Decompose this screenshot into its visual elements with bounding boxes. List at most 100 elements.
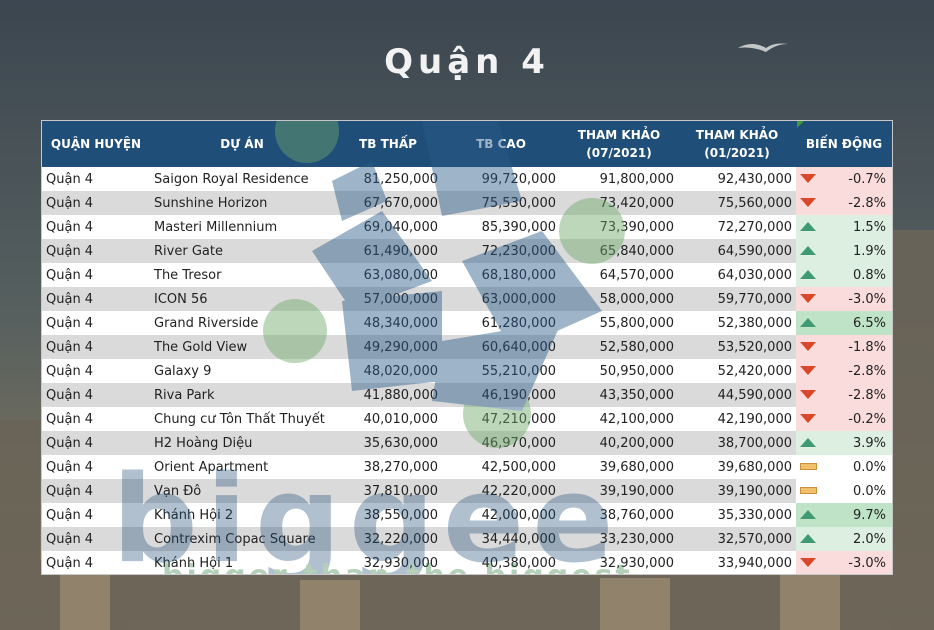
change-value: -3.0%	[848, 555, 886, 571]
table-row: Quận 4 Khánh Hội 1 32,930,000 40,380,000 32,…	[42, 551, 892, 574]
up-arrow-icon	[800, 318, 816, 327]
table-header-row: QUẬN HUYỆN DỰ ÁN TB THẤP TB CAO THAM KHẢ…	[42, 121, 892, 167]
district-cell: Quận 4	[42, 479, 150, 503]
change-value: 1.9%	[852, 243, 886, 259]
change-cell: 0.8%	[796, 263, 892, 287]
district-cell: Quận 4	[42, 503, 150, 527]
table-row: Quận 4 Chung cư Tôn Thất Thuyết 40,010,000…	[42, 407, 892, 431]
high-price-cell: 42,220,000	[442, 479, 560, 503]
ref-072021-cell: 40,200,000	[560, 431, 678, 455]
high-price-cell: 63,000,000	[442, 287, 560, 311]
low-price-cell: 40,010,000	[334, 407, 442, 431]
ref-072021-cell: 39,680,000	[560, 455, 678, 479]
header-ref-012021: THAM KHẢO (01/2021)	[678, 121, 796, 167]
high-price-cell: 61,280,000	[442, 311, 560, 335]
change-cell: -0.7%	[796, 167, 892, 191]
change-cell: 2.0%	[796, 527, 892, 551]
table-row: Quận 4 Khánh Hội 2 38,550,000 42,000,000 38,…	[42, 503, 892, 527]
ref-012021-cell: 42,190,000	[678, 407, 796, 431]
table-row: Quận 4 Contrexim Copac Square 32,220,000 34…	[42, 527, 892, 551]
up-arrow-icon	[800, 510, 816, 519]
project-cell: Grand Riverside	[150, 311, 334, 335]
high-price-cell: 68,180,000	[442, 263, 560, 287]
change-value: -0.7%	[848, 171, 886, 187]
table-row: Quận 4 Riva Park 41,880,000 46,190,000 43,35…	[42, 383, 892, 407]
change-cell: 1.9%	[796, 239, 892, 263]
low-price-cell: 63,080,000	[334, 263, 442, 287]
district-cell: Quận 4	[42, 287, 150, 311]
change-value: -2.8%	[848, 363, 886, 379]
project-cell: Masteri Millennium	[150, 215, 334, 239]
down-arrow-icon	[800, 414, 816, 423]
down-arrow-icon	[800, 294, 816, 303]
ref-012021-cell: 59,770,000	[678, 287, 796, 311]
ref-072021-cell: 73,390,000	[560, 215, 678, 239]
district-cell: Quận 4	[42, 167, 150, 191]
high-price-cell: 42,500,000	[442, 455, 560, 479]
low-price-cell: 38,270,000	[334, 455, 442, 479]
ref-072021-cell: 50,950,000	[560, 359, 678, 383]
low-price-cell: 41,880,000	[334, 383, 442, 407]
ref-072021-cell: 52,580,000	[560, 335, 678, 359]
high-price-cell: 40,380,000	[442, 551, 560, 574]
change-value: -0.2%	[848, 411, 886, 427]
project-cell: Sunshine Horizon	[150, 191, 334, 215]
district-cell: Quận 4	[42, 551, 150, 574]
ref-072021-cell: 42,100,000	[560, 407, 678, 431]
project-cell: The Tresor	[150, 263, 334, 287]
change-cell: 0.0%	[796, 455, 892, 479]
low-price-cell: 32,930,000	[334, 551, 442, 574]
low-price-cell: 67,670,000	[334, 191, 442, 215]
district-cell: Quận 4	[42, 239, 150, 263]
district-cell: Quận 4	[42, 215, 150, 239]
ref-012021-cell: 35,330,000	[678, 503, 796, 527]
ref-012021-cell: 92,430,000	[678, 167, 796, 191]
high-price-cell: 75,530,000	[442, 191, 560, 215]
table-row: Quận 4 Sunshine Horizon 67,670,000 75,530,0…	[42, 191, 892, 215]
project-cell: The Gold View	[150, 335, 334, 359]
table-row: Quận 4 Saigon Royal Residence 81,250,000 99…	[42, 167, 892, 191]
ref-012021-cell: 64,030,000	[678, 263, 796, 287]
high-price-cell: 42,000,000	[442, 503, 560, 527]
change-value: 2.0%	[852, 531, 886, 547]
ref-012021-cell: 33,940,000	[678, 551, 796, 574]
down-arrow-icon	[800, 366, 816, 375]
ref-072021-cell: 91,800,000	[560, 167, 678, 191]
header-project: DỰ ÁN	[150, 121, 334, 167]
change-cell: 3.9%	[796, 431, 892, 455]
down-arrow-icon	[800, 390, 816, 399]
ref-012021-cell: 75,560,000	[678, 191, 796, 215]
ref-072021-cell: 58,000,000	[560, 287, 678, 311]
table-row: Quận 4 The Tresor 63,080,000 68,180,000 64,5…	[42, 263, 892, 287]
low-price-cell: 37,810,000	[334, 479, 442, 503]
flat-bar-icon	[800, 487, 817, 494]
change-cell: 6.5%	[796, 311, 892, 335]
high-price-cell: 60,640,000	[442, 335, 560, 359]
change-value: 0.0%	[852, 459, 886, 475]
change-cell: -0.2%	[796, 407, 892, 431]
corner-indicator	[797, 121, 804, 128]
change-cell: 1.5%	[796, 215, 892, 239]
project-cell: ICON 56	[150, 287, 334, 311]
change-cell: -1.8%	[796, 335, 892, 359]
high-price-cell: 46,190,000	[442, 383, 560, 407]
district-cell: Quận 4	[42, 263, 150, 287]
project-cell: Galaxy 9	[150, 359, 334, 383]
table-row: Quận 4 Masteri Millennium 69,040,000 85,390…	[42, 215, 892, 239]
table-row: Quận 4 Orient Apartment 38,270,000 42,500,0…	[42, 455, 892, 479]
change-value: -2.8%	[848, 195, 886, 211]
low-price-cell: 61,490,000	[334, 239, 442, 263]
project-cell: Orient Apartment	[150, 455, 334, 479]
low-price-cell: 48,340,000	[334, 311, 442, 335]
project-cell: Chung cư Tôn Thất Thuyết	[150, 407, 334, 431]
district-cell: Quận 4	[42, 527, 150, 551]
ref-012021-cell: 52,380,000	[678, 311, 796, 335]
ref-072021-cell: 38,760,000	[560, 503, 678, 527]
page-title: Quận 4	[384, 42, 550, 82]
change-value: 0.8%	[852, 267, 886, 283]
price-table: QUẬN HUYỆN DỰ ÁN TB THẤP TB CAO THAM KHẢ…	[42, 121, 892, 574]
change-value: 3.9%	[852, 435, 886, 451]
price-table-panel: QUẬN HUYỆN DỰ ÁN TB THẤP TB CAO THAM KHẢ…	[41, 120, 893, 575]
down-arrow-icon	[800, 342, 816, 351]
low-price-cell: 49,290,000	[334, 335, 442, 359]
